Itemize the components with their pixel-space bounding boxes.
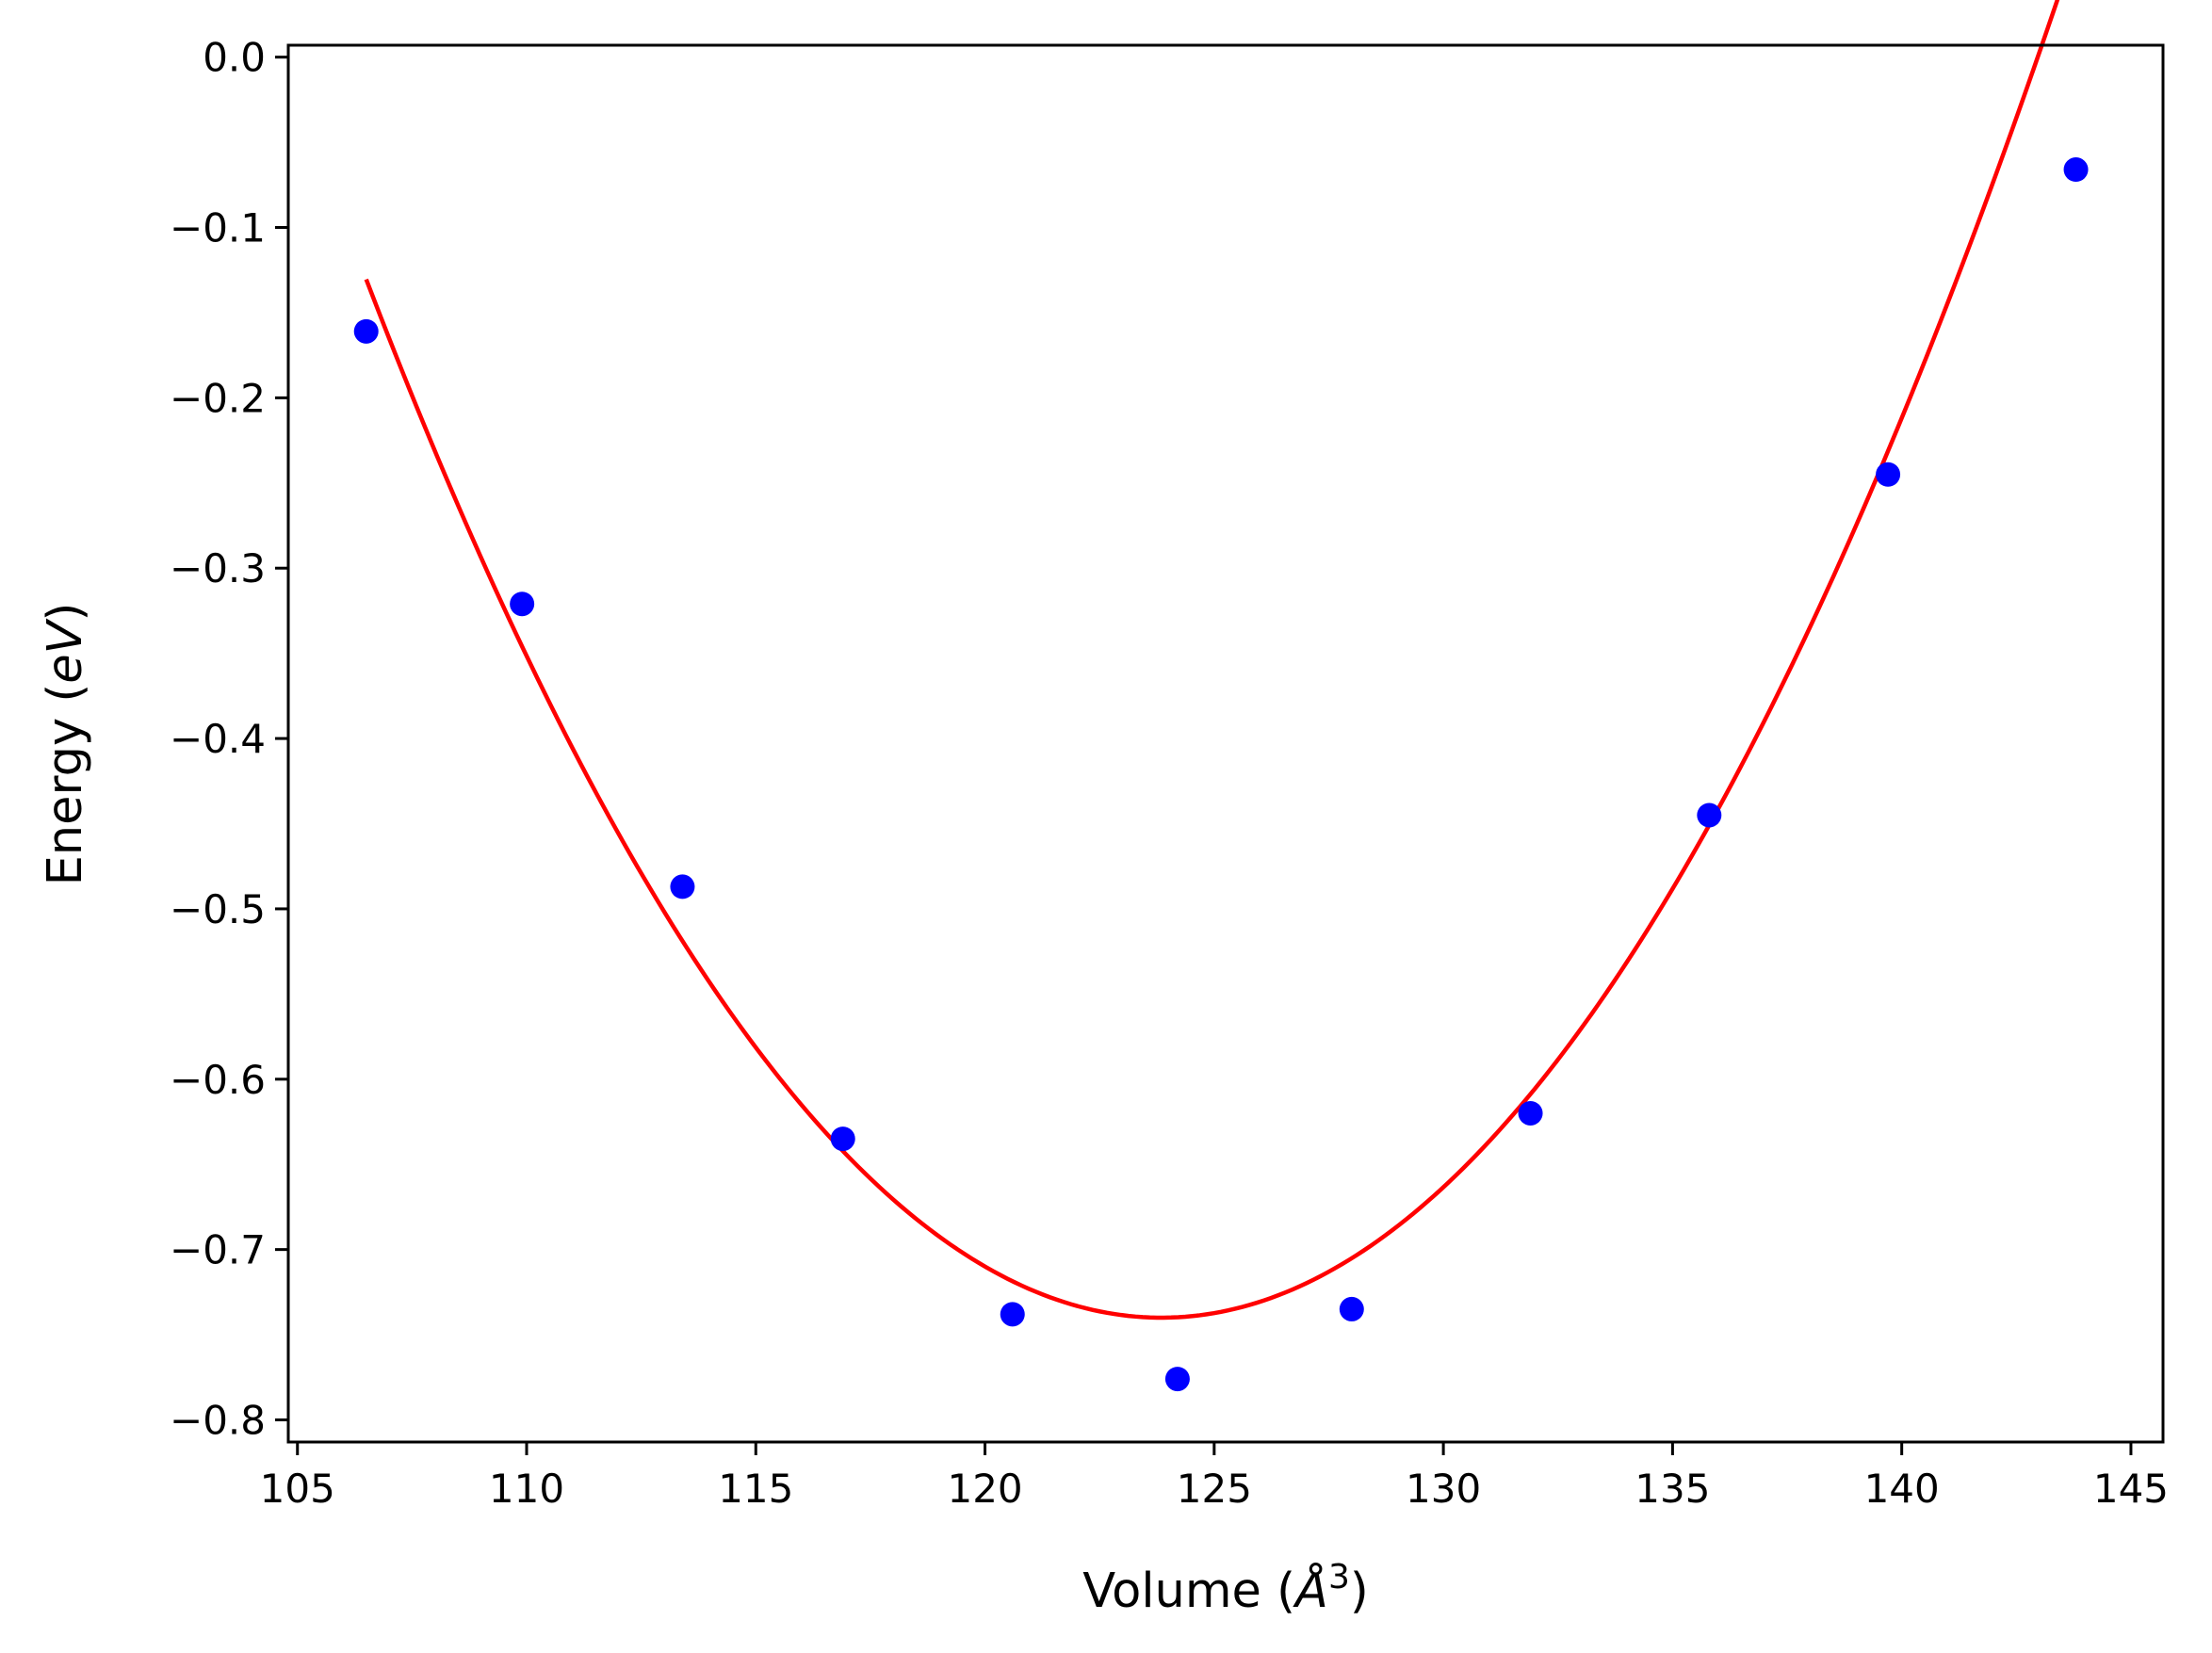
fit-curve-layer	[364, 0, 2060, 1321]
data-point	[353, 318, 379, 344]
x-tick-label: 120	[947, 1466, 1022, 1512]
x-tick-label: 115	[718, 1466, 793, 1512]
data-point	[1697, 802, 1722, 828]
x-tick-label: 135	[1635, 1466, 1710, 1512]
x-tick-label: 140	[1864, 1466, 1940, 1512]
data-point	[1339, 1296, 1364, 1321]
y-tick-label: −0.3	[170, 545, 266, 592]
y-tick-label: −0.6	[170, 1057, 266, 1103]
data-point	[670, 874, 695, 899]
x-tick-label: 130	[1406, 1466, 1481, 1512]
y-tick-label: 0.0	[203, 35, 266, 81]
data-point	[830, 1126, 855, 1152]
data-point	[1164, 1367, 1190, 1392]
x-axis: 105 110 115 120 125 130 135 140 145	[260, 1442, 2169, 1512]
y-tick-label: −0.1	[170, 205, 266, 251]
data-point	[1000, 1302, 1025, 1327]
x-tick-label: 110	[489, 1466, 564, 1512]
y-axis-label: Energy (eV)	[38, 603, 93, 886]
y-tick-label: −0.8	[170, 1397, 266, 1443]
data-point	[2063, 157, 2089, 183]
fit-curve	[364, 0, 2060, 1321]
y-tick-label: −0.4	[170, 716, 266, 762]
x-tick-label: 145	[2093, 1466, 2169, 1512]
data-points-layer	[353, 157, 2089, 1392]
data-point	[510, 592, 535, 617]
data-point	[1876, 462, 1901, 487]
x-axis-label: Volume (Å3)	[1082, 1558, 1369, 1619]
y-tick-label: −0.7	[170, 1227, 266, 1273]
y-tick-label: −0.5	[170, 886, 266, 932]
x-tick-label: 125	[1177, 1466, 1252, 1512]
plot-frame	[286, 43, 2165, 1444]
data-point	[1518, 1100, 1543, 1126]
y-axis: 0.0 −0.1 −0.2 −0.3 −0.4 −0.5 −0.6 −0.7 −0.8	[170, 35, 288, 1443]
x-tick-label: 105	[260, 1466, 335, 1512]
y-tick-label: −0.2	[170, 375, 266, 421]
